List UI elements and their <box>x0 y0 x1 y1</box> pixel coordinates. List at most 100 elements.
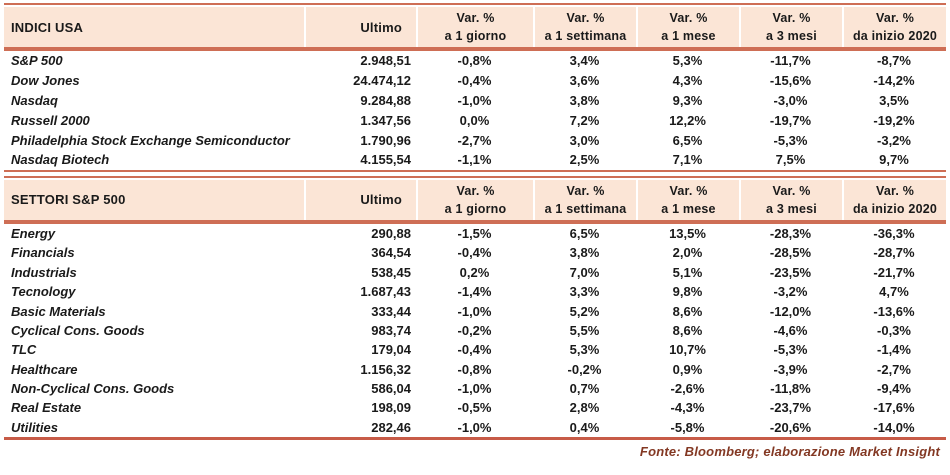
var-1d-value: -1,0% <box>457 92 492 108</box>
sector-name: Financials <box>11 245 75 261</box>
var-ytd-value: -36,3% <box>873 225 915 241</box>
var-period: a 3 mesi <box>766 29 817 43</box>
var-period: a 1 giorno <box>444 29 507 43</box>
column-header-var-1w: Var. % a 1 settimana <box>533 179 636 220</box>
var-3m-value: -23,7% <box>769 400 812 416</box>
var-label: Var. % <box>875 11 915 25</box>
column-header-ultimo: Ultimo <box>304 7 416 47</box>
var-1w-value: 6,5% <box>569 225 600 241</box>
index-name: Nasdaq <box>11 92 58 108</box>
table-row: Cyclical Cons. Goods 983,74 -0,2% 5,5% 8… <box>4 321 946 340</box>
var-1m-value: 9,8% <box>672 284 703 300</box>
var-3m-value: -23,5% <box>769 264 812 280</box>
var-1m-value: 5,1% <box>672 264 703 280</box>
var-3m-value: -20,6% <box>769 419 812 435</box>
last-value: 1.156,32 <box>360 361 411 377</box>
table-row: TLC 179,04 -0,4% 5,3% 10,7% -5,3% -1,4% <box>4 340 946 359</box>
var-1m-value: 6,5% <box>672 132 703 148</box>
market-insight-tables: INDICI USA Ultimo Var. % a 1 giorno Var.… <box>4 3 946 459</box>
var-ytd-value: -8,7% <box>877 53 911 69</box>
var-1w-value: 3,6% <box>569 73 600 89</box>
var-3m-value: -11,7% <box>770 53 811 69</box>
column-header-ultimo: Ultimo <box>304 179 416 220</box>
index-name: S&P 500 <box>11 53 63 69</box>
var-1d-value: -1,5% <box>457 225 492 241</box>
var-1w-value: 7,2% <box>569 112 600 128</box>
var-1d-value: -1,0% <box>457 381 492 397</box>
table-row: Nasdaq 9.284,88 -1,0% 3,8% 9,3% -3,0% 3,… <box>4 91 946 111</box>
var-1d-value: -0,2% <box>457 322 492 338</box>
header-double-rule <box>4 219 946 224</box>
var-period: a 1 mese <box>661 201 716 216</box>
column-header-var-ytd: Var. % da inizio 2020 <box>842 7 946 47</box>
var-period: a 1 settimana <box>544 201 627 216</box>
var-ytd-value: -14,0% <box>873 419 915 435</box>
var-label: Var. % <box>772 183 811 198</box>
table-row: Russell 2000 1.347,56 0,0% 7,2% 12,2% -1… <box>4 110 946 130</box>
var-3m-value: -5,3% <box>773 342 808 358</box>
var-3m-value: -15,6% <box>769 73 812 89</box>
var-1w-value: 5,3% <box>569 342 600 358</box>
var-3m-value: -28,5% <box>769 245 812 261</box>
var-1m-value: 2,0% <box>672 245 703 261</box>
var-1w-value: 3,8% <box>569 245 600 261</box>
table-bottom-rule <box>4 437 946 441</box>
var-1m-value: 10,7% <box>669 342 706 358</box>
column-header-var-1d: Var. % a 1 giorno <box>416 7 533 47</box>
var-label: Var. % <box>566 183 605 198</box>
sector-name: Non-Cyclical Cons. Goods <box>11 381 175 397</box>
var-1d-value: -0,5% <box>457 400 492 416</box>
var-1m-value: 9,3% <box>672 92 703 108</box>
last-value: 538,45 <box>371 264 411 280</box>
var-period: a 3 mesi <box>766 201 817 216</box>
sector-name: Utilities <box>11 419 58 435</box>
var-1m-value: 8,6% <box>672 322 703 338</box>
last-value: 1.347,56 <box>360 112 411 128</box>
var-ytd-value: 3,5% <box>879 92 909 108</box>
indici-usa-table: INDICI USA Ultimo Var. % a 1 giorno Var.… <box>4 3 946 172</box>
var-period: a 1 giorno <box>444 201 507 216</box>
var-1m-value: 7,1% <box>672 152 703 168</box>
last-value: 586,04 <box>371 381 411 397</box>
var-1d-value: -0,4% <box>457 342 492 358</box>
var-ytd-value: 9,7% <box>879 152 909 168</box>
var-label: Var. % <box>566 11 605 25</box>
var-1m-value: 0,9% <box>672 361 703 377</box>
index-name: Dow Jones <box>11 73 80 89</box>
table-row: Financials 364,54 -0,4% 3,8% 2,0% -28,5%… <box>4 243 946 262</box>
sector-name: Healthcare <box>11 361 78 377</box>
var-ytd-value: -0,3% <box>877 322 911 338</box>
var-ytd-value: -17,6% <box>873 400 915 416</box>
var-1w-value: 3,3% <box>569 284 600 300</box>
table-row: Philadelphia Stock Exchange Semiconducto… <box>4 130 946 150</box>
var-1d-value: -1,0% <box>457 303 492 319</box>
last-value: 1.790,96 <box>360 132 411 148</box>
header-double-rule <box>4 47 946 51</box>
var-1d-value: -2,7% <box>457 132 492 148</box>
column-header-var-ytd: Var. % da inizio 2020 <box>842 179 946 220</box>
settori-header-row: SETTORI S&P 500 Ultimo Var. % a 1 giorno… <box>4 179 946 220</box>
column-header-var-3m: Var. % a 3 mesi <box>739 7 842 47</box>
table-row: Real Estate 198,09 -0,5% 2,8% -4,3% -23,… <box>4 398 946 417</box>
var-period: a 1 mese <box>661 29 716 43</box>
var-label: Var. % <box>669 11 708 25</box>
var-label: Var. % <box>875 183 915 198</box>
var-ytd-value: -21,7% <box>873 264 915 280</box>
column-header-var-1m: Var. % a 1 mese <box>636 7 739 47</box>
settori-rows: Energy 290,88 -1,5% 6,5% 13,5% -28,3% -3… <box>4 224 946 437</box>
var-period: da inizio 2020 <box>852 29 938 43</box>
last-value: 1.687,43 <box>360 284 411 300</box>
sector-name: Basic Materials <box>11 303 106 319</box>
last-value: 364,54 <box>371 245 411 261</box>
sector-name: Industrials <box>11 264 77 280</box>
sector-name: Cyclical Cons. Goods <box>11 322 145 338</box>
var-period: a 1 settimana <box>544 29 627 43</box>
settori-sp500-table: SETTORI S&P 500 Ultimo Var. % a 1 giorno… <box>4 175 946 441</box>
sector-name: Tecnology <box>11 284 76 300</box>
sector-name: Real Estate <box>11 400 82 416</box>
var-1m-value: 8,6% <box>672 303 703 319</box>
last-value: 282,46 <box>371 419 411 435</box>
var-ytd-value: -2,7% <box>877 361 911 377</box>
column-header-var-1w: Var. % a 1 settimana <box>533 7 636 47</box>
var-label: Var. % <box>456 183 495 198</box>
